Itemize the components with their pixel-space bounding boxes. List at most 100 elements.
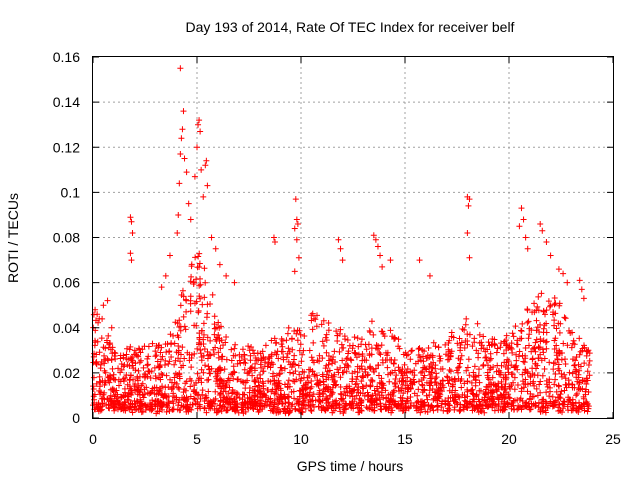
data-point — [220, 342, 227, 349]
data-point — [136, 373, 143, 380]
data-point — [291, 225, 298, 232]
data-point — [216, 261, 223, 268]
data-point — [130, 365, 137, 372]
data-point — [152, 398, 159, 405]
data-point — [562, 375, 569, 382]
data-point — [196, 293, 203, 300]
data-point — [177, 151, 184, 158]
data-point — [149, 340, 156, 347]
data-point — [158, 284, 165, 291]
data-point — [546, 359, 553, 366]
data-point — [354, 363, 361, 370]
data-point — [188, 377, 195, 384]
data-point — [456, 360, 463, 367]
data-point — [384, 349, 391, 356]
data-point — [204, 348, 211, 355]
data-point — [100, 302, 107, 309]
data-point — [366, 327, 373, 334]
y-tick-label: 0.14 — [53, 94, 80, 110]
data-point — [523, 403, 530, 410]
data-point — [509, 330, 516, 337]
data-point — [175, 384, 182, 391]
data-point — [271, 397, 278, 404]
data-point — [107, 402, 114, 409]
data-point — [229, 370, 236, 377]
data-point — [334, 338, 341, 345]
data-point — [101, 352, 108, 359]
data-point — [425, 403, 432, 410]
data-point — [367, 398, 374, 405]
data-point — [134, 377, 141, 384]
data-point — [135, 345, 142, 352]
data-point — [288, 335, 295, 342]
data-point — [466, 196, 473, 203]
data-point — [307, 407, 314, 414]
data-point — [565, 399, 572, 406]
data-point — [276, 408, 283, 415]
data-point — [98, 335, 105, 342]
data-point — [221, 366, 228, 373]
data-point — [283, 337, 290, 344]
data-point — [447, 394, 454, 401]
data-point — [308, 317, 315, 324]
data-point — [372, 365, 379, 372]
data-point — [524, 319, 531, 326]
data-point — [586, 357, 593, 364]
data-point — [253, 401, 260, 408]
data-point — [540, 403, 547, 410]
data-point — [137, 357, 144, 364]
data-point — [485, 376, 492, 383]
data-point — [234, 376, 241, 383]
data-point — [123, 355, 130, 362]
data-point — [301, 369, 308, 376]
data-point — [547, 252, 554, 259]
data-point — [509, 349, 516, 356]
data-point — [103, 337, 110, 344]
data-point — [268, 351, 275, 358]
data-point — [194, 144, 200, 151]
data-point — [356, 395, 363, 402]
data-point — [152, 353, 159, 360]
data-point — [256, 383, 263, 390]
data-point — [541, 355, 548, 362]
data-point — [564, 342, 571, 349]
data-point — [163, 401, 170, 408]
data-point — [547, 388, 554, 395]
data-point — [455, 355, 462, 362]
data-point — [550, 360, 557, 367]
data-point — [259, 378, 266, 385]
data-point — [138, 409, 145, 416]
data-point — [226, 384, 233, 391]
data-point — [415, 378, 422, 385]
data-point — [154, 408, 161, 415]
data-point — [529, 309, 536, 316]
data-point — [444, 356, 451, 363]
data-point — [529, 356, 536, 363]
data-point — [526, 331, 533, 338]
data-point — [98, 395, 105, 402]
data-point — [129, 362, 136, 369]
data-point — [464, 331, 471, 338]
data-point — [389, 369, 396, 376]
data-point — [334, 366, 341, 373]
data-point — [551, 317, 558, 324]
data-point — [195, 253, 202, 260]
data-point — [223, 407, 230, 414]
data-point — [494, 394, 501, 401]
data-point — [364, 371, 371, 378]
data-point — [260, 383, 267, 390]
data-point — [104, 297, 111, 304]
data-point — [172, 319, 179, 326]
data-point — [132, 360, 139, 367]
data-point — [571, 341, 578, 348]
data-point — [190, 388, 197, 395]
data-point — [106, 395, 113, 402]
data-point — [463, 367, 470, 374]
data-point — [500, 350, 507, 357]
data-point — [511, 374, 518, 381]
data-point — [223, 333, 230, 340]
data-point — [351, 334, 358, 341]
data-point — [576, 379, 583, 386]
data-point — [516, 397, 523, 404]
data-point — [524, 245, 531, 252]
